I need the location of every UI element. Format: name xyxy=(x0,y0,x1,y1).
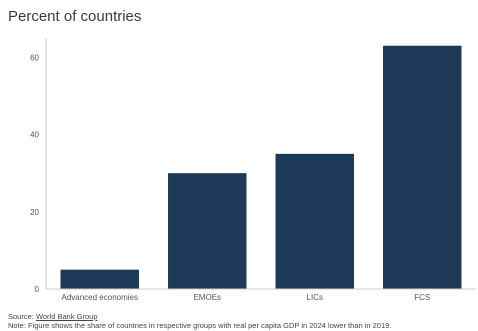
chart-title: Percent of countries xyxy=(8,8,142,25)
note-line: Note: Figure shows the share of countrie… xyxy=(8,321,392,330)
x-tick-label: LICs xyxy=(307,293,323,302)
bar-emoes xyxy=(168,173,247,289)
bar-fcs xyxy=(383,45,462,289)
y-tick-label: 0 xyxy=(35,285,40,294)
y-axis: 0 20 40 60 xyxy=(30,38,47,294)
y-tick-label: 40 xyxy=(30,131,39,140)
y-tick-label: 20 xyxy=(30,208,39,217)
source-prefix: Source: xyxy=(8,312,36,321)
bar-advanced-economies xyxy=(60,269,139,289)
source-line: Source: World Bank Group xyxy=(8,312,98,321)
x-tick-label: FCS xyxy=(414,293,430,302)
bar-lics xyxy=(275,153,354,289)
x-tick-label: Advanced economies xyxy=(62,293,139,302)
x-tick-label: EMOEs xyxy=(193,293,221,302)
y-tick-label: 60 xyxy=(30,53,39,62)
x-axis: Advanced economies EMOEs LICs FCS xyxy=(46,288,476,302)
bars xyxy=(60,45,462,289)
source-link[interactable]: World Bank Group xyxy=(35,312,98,321)
